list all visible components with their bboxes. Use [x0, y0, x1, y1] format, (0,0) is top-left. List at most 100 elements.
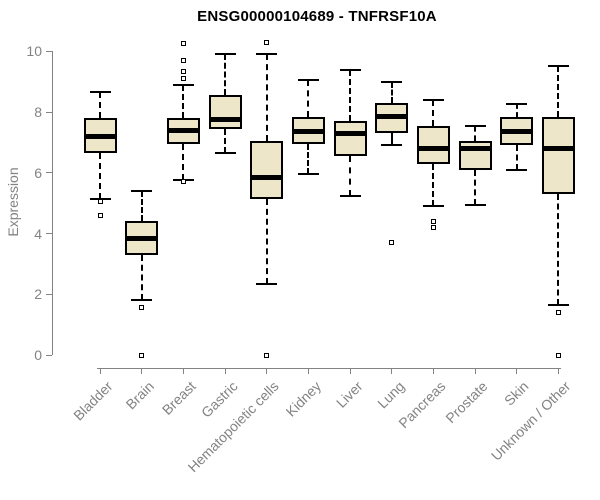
whisker-cap-upper-hematopoietic-cells — [256, 53, 278, 56]
y-tick-label: 2 — [34, 286, 42, 303]
whisker-lower-lung — [390, 133, 393, 146]
x-tick-label-skin: Skin — [501, 378, 533, 409]
y-axis-tick — [46, 233, 52, 235]
y-tick-label: 4 — [34, 225, 42, 242]
whisker-upper-prostate — [474, 125, 477, 141]
box-gastric — [208, 95, 242, 129]
x-axis-tick — [141, 368, 143, 374]
x-axis-tick — [266, 368, 268, 374]
x-axis-tick — [224, 368, 226, 374]
whisker-lower-liver — [349, 156, 352, 196]
outlier-bladder — [97, 199, 103, 205]
median-skin — [500, 129, 534, 135]
x-axis-tick — [99, 368, 101, 374]
whisker-upper-unknown-other — [557, 66, 560, 117]
outlier-breast — [180, 41, 186, 47]
whisker-upper-pancreas — [432, 99, 435, 126]
y-axis-tick — [46, 50, 52, 52]
whisker-upper-breast — [182, 84, 185, 119]
box-prostate — [458, 140, 492, 170]
y-tick-label: 6 — [34, 164, 42, 181]
outlier-pancreas — [430, 218, 436, 224]
median-gastric — [208, 117, 242, 123]
whisker-cap-upper-skin — [506, 103, 528, 106]
median-bladder — [83, 133, 117, 139]
y-axis-tick — [46, 111, 52, 113]
whisker-cap-upper-unknown-other — [547, 65, 569, 68]
whisker-lower-unknown-other — [557, 194, 560, 305]
y-axis-tick — [46, 354, 52, 356]
whisker-lower-bladder — [99, 153, 101, 199]
whisker-upper-bladder — [99, 92, 101, 119]
whisker-cap-lower-pancreas — [422, 205, 444, 208]
whisker-cap-upper-lung — [381, 80, 403, 83]
whisker-lower-kidney — [307, 143, 310, 175]
x-axis-tick — [349, 368, 351, 374]
outlier-breast — [180, 76, 186, 82]
whisker-cap-upper-kidney — [297, 79, 319, 82]
whisker-upper-brain — [140, 191, 143, 222]
whisker-cap-lower-skin — [506, 168, 528, 171]
x-tick-label-bladder: Bladder — [69, 378, 116, 424]
x-tick-label-kidney: Kidney — [282, 378, 324, 420]
box-liver — [333, 121, 367, 157]
whisker-cap-lower-prostate — [464, 203, 486, 206]
outlier-lung — [389, 240, 395, 246]
x-tick-label-breast: Breast — [158, 378, 199, 418]
whisker-lower-prostate — [474, 169, 477, 205]
x-axis-tick — [432, 368, 434, 374]
x-axis-tick — [474, 368, 476, 374]
box-unknown-other — [541, 116, 575, 195]
x-tick-label-liver: Liver — [332, 378, 366, 411]
whisker-cap-upper-prostate — [464, 124, 486, 127]
whisker-upper-kidney — [307, 80, 310, 117]
x-tick-label-unknown-other: Unknown / Other — [488, 378, 574, 464]
outlier-breast — [180, 68, 186, 74]
whisker-lower-brain — [140, 254, 143, 301]
whisker-cap-upper-pancreas — [422, 98, 444, 101]
y-tick-label: 10 — [26, 43, 42, 60]
x-tick-label-brain: Brain — [122, 378, 157, 413]
whisker-cap-upper-liver — [339, 68, 361, 71]
whisker-cap-upper-brain — [131, 190, 153, 192]
whisker-cap-lower-lung — [381, 144, 403, 147]
whisker-cap-lower-bladder — [89, 197, 111, 200]
y-tick-label: 0 — [34, 347, 42, 363]
whisker-lower-gastric — [224, 128, 226, 154]
box-pancreas — [416, 125, 450, 164]
median-breast — [166, 127, 200, 133]
median-liver — [333, 130, 367, 136]
median-brain — [125, 235, 159, 241]
x-tick-label-lung: Lung — [373, 378, 408, 412]
x-axis-line — [97, 368, 561, 369]
y-tick-label: 8 — [34, 104, 42, 121]
median-kidney — [291, 129, 325, 135]
y-axis-line — [52, 51, 53, 355]
outlier-pancreas — [430, 224, 436, 230]
whisker-upper-skin — [515, 104, 518, 117]
x-axis-tick — [391, 368, 393, 374]
whisker-lower-breast — [182, 143, 185, 181]
median-lung — [375, 114, 409, 120]
outlier-hematopoietic-cells — [264, 352, 270, 358]
whisker-cap-lower-hematopoietic-cells — [256, 282, 278, 285]
whisker-lower-skin — [515, 145, 518, 170]
median-unknown-other — [541, 145, 575, 151]
whisker-lower-pancreas — [432, 163, 435, 207]
whisker-lower-hematopoietic-cells — [265, 198, 268, 284]
y-axis-tick — [46, 172, 52, 174]
whisker-cap-lower-kidney — [297, 173, 319, 176]
outlier-unknown-other — [555, 309, 561, 315]
whisker-cap-upper-bladder — [89, 91, 111, 94]
x-axis-tick — [182, 368, 184, 374]
median-pancreas — [416, 145, 450, 151]
median-hematopoietic-cells — [250, 174, 284, 180]
whisker-upper-gastric — [224, 54, 226, 96]
outlier-brain — [139, 305, 145, 311]
outlier-unknown-other — [555, 352, 561, 358]
outlier-bladder — [97, 212, 103, 218]
whisker-cap-lower-liver — [339, 194, 361, 197]
x-axis-tick — [307, 368, 309, 374]
box-hematopoietic-cells — [250, 140, 284, 199]
